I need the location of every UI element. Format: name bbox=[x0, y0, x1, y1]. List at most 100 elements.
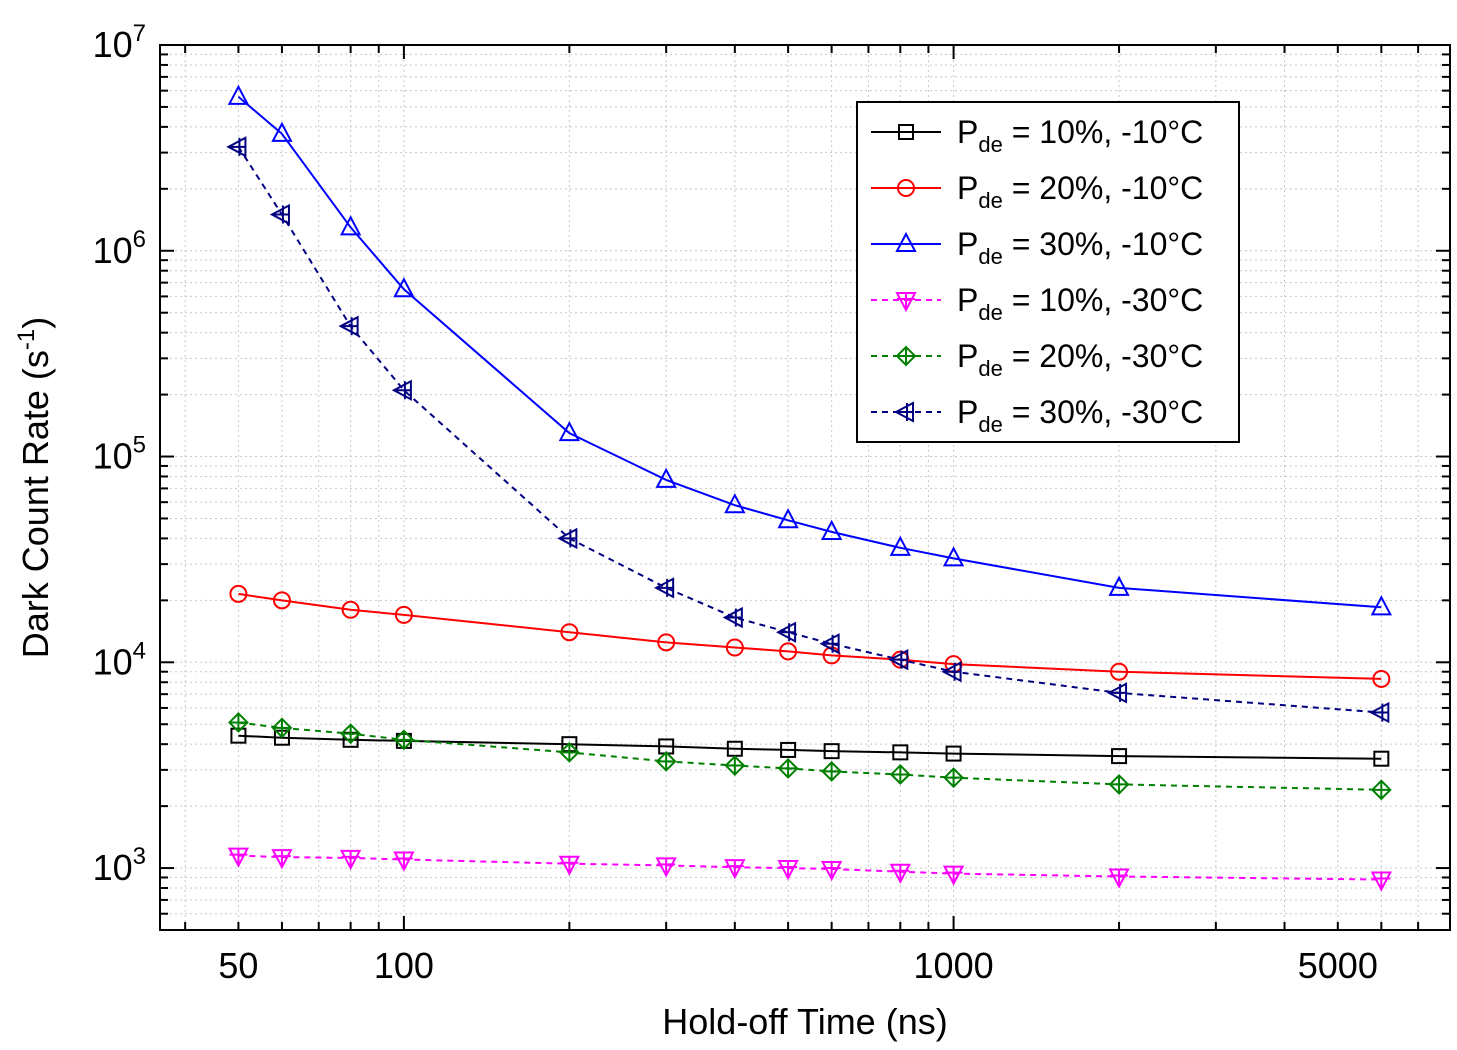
series-2-point bbox=[725, 638, 744, 657]
series-5-point bbox=[943, 767, 964, 789]
series-2-point-shape bbox=[229, 584, 248, 603]
series-2-point-shape bbox=[394, 605, 413, 624]
series-4 bbox=[227, 847, 1392, 892]
y-axis-title-close: ) bbox=[15, 317, 56, 329]
y-tick-label-exp: 7 bbox=[133, 20, 146, 47]
legend-label-main: P bbox=[957, 226, 978, 262]
legend-label-sub: de bbox=[978, 356, 1002, 381]
x-tick-label: 5000 bbox=[1298, 945, 1378, 986]
series-4-point bbox=[724, 859, 746, 880]
series-1-point bbox=[823, 743, 840, 760]
series-1-point bbox=[892, 744, 909, 761]
y-tick-label-base: 10 bbox=[93, 436, 133, 477]
series-2-point bbox=[1372, 669, 1391, 688]
series-3-point bbox=[655, 467, 677, 488]
series-6-point bbox=[722, 606, 743, 629]
series-2-point-shape bbox=[560, 623, 579, 642]
y-tick-label: 103 bbox=[93, 843, 146, 888]
x-tick-label: 100 bbox=[374, 945, 434, 986]
legend-label-main: P bbox=[957, 282, 978, 318]
legend-item-5: Pde = 20%, -30°C bbox=[871, 338, 1203, 381]
legend-label: Pde = 30%, -30°C bbox=[957, 394, 1203, 437]
legend-label: Pde = 20%, -30°C bbox=[957, 338, 1203, 381]
legend-label: Pde = 10%, -10°C bbox=[957, 114, 1203, 157]
series-2-point-shape bbox=[1110, 662, 1129, 681]
series-2-point bbox=[1110, 662, 1129, 681]
series-1-point-shape bbox=[945, 745, 962, 762]
series-5-point bbox=[228, 712, 249, 733]
legend-label: Pde = 30%, -10°C bbox=[957, 226, 1203, 269]
series-6-point bbox=[654, 577, 675, 599]
series-6-point bbox=[269, 203, 290, 226]
x-tick-label: 1000 bbox=[914, 945, 994, 986]
series-4-point bbox=[339, 849, 362, 871]
legend-item-2: Pde = 20%, -10°C bbox=[871, 170, 1203, 213]
series-5-point bbox=[340, 723, 362, 745]
series-4-point bbox=[889, 863, 911, 884]
series-3-point bbox=[558, 420, 581, 442]
legend-label-rest: = 20%, -10°C bbox=[1003, 170, 1203, 206]
series-3-point-shape bbox=[227, 84, 250, 105]
y-tick-label: 104 bbox=[93, 637, 146, 682]
legend-box bbox=[856, 101, 1240, 443]
series-6-point bbox=[819, 633, 840, 655]
series-3-point bbox=[1370, 595, 1392, 616]
x-tick-label: 50 bbox=[218, 945, 258, 986]
series-3-point bbox=[227, 84, 250, 105]
y-axis-title-sup: -1 bbox=[13, 329, 40, 350]
legend-label-main: P bbox=[957, 170, 978, 206]
series-1-point-shape bbox=[1373, 750, 1390, 767]
series-6-point bbox=[1369, 701, 1390, 724]
legend-item-4: Pde = 10%, -30°C bbox=[871, 282, 1203, 325]
series-1-point-shape bbox=[780, 741, 797, 758]
series-6-point bbox=[338, 315, 359, 337]
series-5-point bbox=[1108, 773, 1130, 795]
series-6-point bbox=[888, 648, 909, 671]
series-3-point-shape bbox=[889, 535, 911, 556]
series-6-point bbox=[391, 379, 412, 401]
series-5-point bbox=[724, 755, 746, 776]
series-2-point bbox=[657, 633, 676, 652]
series-3-point bbox=[724, 493, 746, 514]
legend-label-sub: de bbox=[978, 300, 1002, 325]
legend-label-main: P bbox=[957, 114, 978, 150]
legend-swatch-marker-shape bbox=[898, 124, 914, 140]
series-6-point bbox=[226, 136, 247, 158]
series-2-point bbox=[341, 600, 360, 619]
series-1-point bbox=[780, 741, 797, 758]
series-5 bbox=[228, 712, 1392, 801]
legend-swatch-marker bbox=[897, 179, 915, 197]
series-3-point bbox=[777, 508, 799, 529]
series-4-point bbox=[777, 860, 799, 881]
series-1-point bbox=[1111, 748, 1128, 765]
y-tick-label-base: 10 bbox=[93, 641, 133, 682]
series-6-point bbox=[941, 661, 962, 683]
legend-label-rest: = 20%, -30°C bbox=[1003, 338, 1203, 374]
series-2-point-shape bbox=[725, 638, 744, 657]
series-3-point bbox=[271, 121, 293, 142]
legend-label-sub: de bbox=[978, 244, 1002, 269]
series-3-point-shape bbox=[724, 493, 746, 514]
legend-swatch-marker bbox=[893, 401, 914, 423]
series-1-point bbox=[1373, 750, 1390, 767]
series-3-point-shape bbox=[655, 467, 677, 488]
legend-swatch-marker bbox=[898, 124, 914, 140]
y-axis-title: Dark Count Rate (s-1) bbox=[13, 317, 56, 658]
y-tick-label: 107 bbox=[93, 20, 146, 65]
legend-swatch-marker bbox=[895, 231, 917, 252]
legend-item-1: Pde = 10%, -10°C bbox=[871, 114, 1203, 157]
legend-item-6: Pde = 30%, -30°C bbox=[871, 394, 1203, 437]
series-6-point bbox=[775, 621, 797, 643]
y-tick-label-exp: 4 bbox=[133, 637, 146, 664]
series-4-point bbox=[1370, 871, 1392, 892]
legend-label-rest: = 30%, -30°C bbox=[1003, 394, 1203, 430]
legend-swatch-marker bbox=[895, 292, 917, 313]
series-4-point bbox=[393, 851, 415, 872]
x-axis-title: Hold-off Time (ns) bbox=[662, 1001, 947, 1042]
series-1-point bbox=[945, 745, 962, 762]
series-4-point bbox=[271, 849, 293, 870]
legend-item-3: Pde = 30%, -10°C bbox=[871, 226, 1203, 269]
y-tick-label: 106 bbox=[93, 226, 146, 271]
